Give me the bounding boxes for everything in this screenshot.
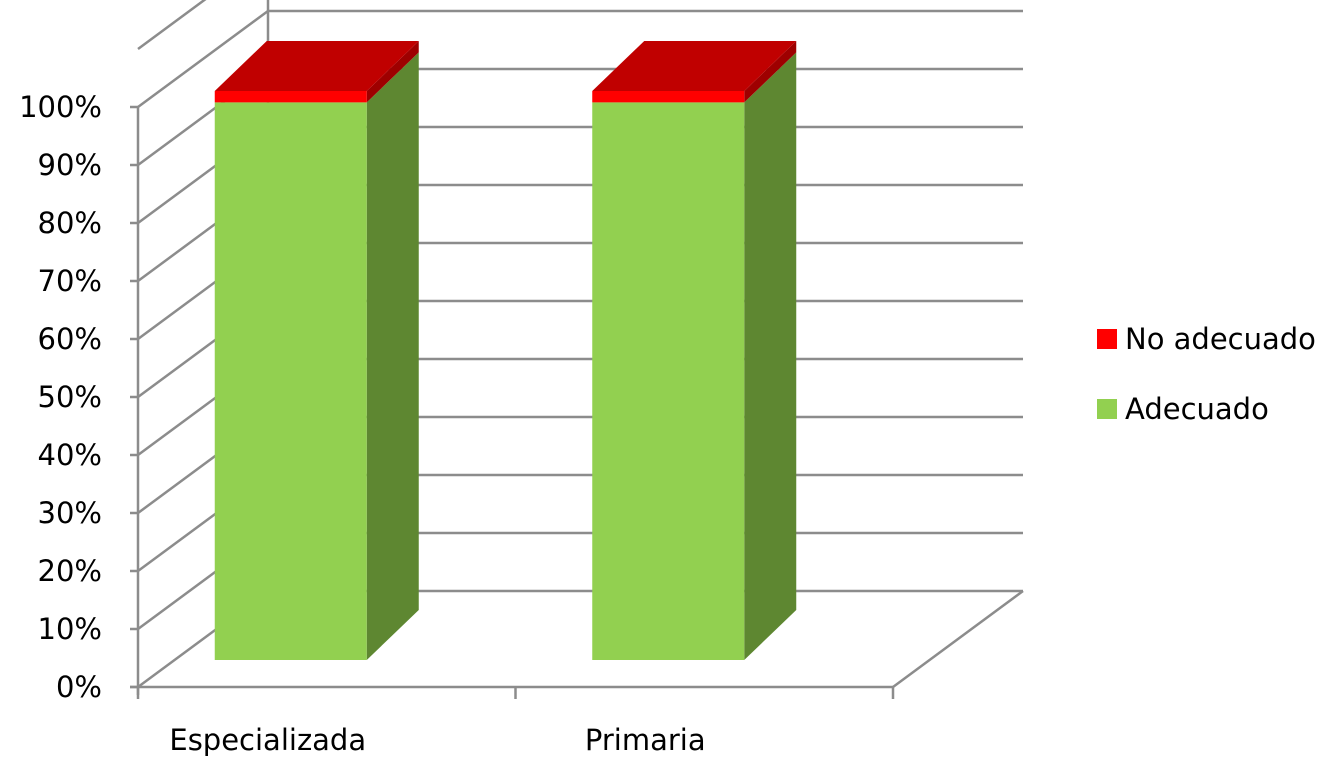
y-tick-label: 20%: [38, 554, 102, 588]
bar-side-face: [744, 52, 797, 660]
y-tick-label: 80%: [38, 206, 102, 240]
legend-swatch: [1097, 329, 1117, 349]
y-tick-label: 0%: [56, 670, 102, 704]
bar-adecuado-especializada: [214, 52, 419, 660]
legend: No adecuado Adecuado: [1097, 322, 1316, 426]
bar-top-face: [214, 41, 419, 91]
bar-side-face: [744, 41, 797, 103]
bar-no-adecuado-especializada: [214, 41, 419, 103]
bar-no-adecuado-primaria: [592, 41, 797, 103]
y-tick-label: 60%: [38, 322, 102, 356]
x-category-labels: Especializada Primaria: [169, 723, 705, 757]
y-tick-label: 10%: [38, 612, 102, 646]
bar-side-face: [366, 52, 419, 660]
bar-front-face: [214, 102, 367, 660]
legend-swatch: [1097, 399, 1117, 419]
gridline-left-wall: [137, 9, 269, 109]
y-tick-label: 90%: [38, 148, 102, 182]
legend-item-no-adecuado: No adecuado: [1097, 322, 1316, 356]
x-category-label: Primaria: [585, 723, 706, 757]
bar-top-face: [592, 41, 797, 91]
bar-front-face: [214, 91, 367, 103]
legend-label: Adecuado: [1125, 392, 1269, 426]
bars: [214, 41, 797, 660]
x-category-label: Especializada: [169, 723, 366, 757]
y-tick-label: 100%: [19, 90, 102, 124]
bar-front-face: [592, 102, 745, 660]
y-tick-label: 50%: [38, 380, 102, 414]
bar-side-face: [366, 41, 419, 103]
y-tick-labels: 0% 10% 20% 30% 40% 50% 60% 70% 80% 90% 100%: [19, 90, 102, 704]
bar-adecuado-primaria: [592, 52, 797, 660]
y-tick-label: 70%: [38, 264, 102, 298]
gridline-left-wall: [137, 0, 207, 51]
axes: [130, 105, 1024, 699]
bar-front-face: [592, 91, 745, 103]
y-tick-label: 40%: [38, 438, 102, 472]
legend-item-adecuado: Adecuado: [1097, 392, 1269, 426]
floor-right-edge: [892, 589, 1024, 689]
legend-label: No adecuado: [1125, 322, 1316, 356]
y-tick-label: 30%: [38, 496, 102, 530]
